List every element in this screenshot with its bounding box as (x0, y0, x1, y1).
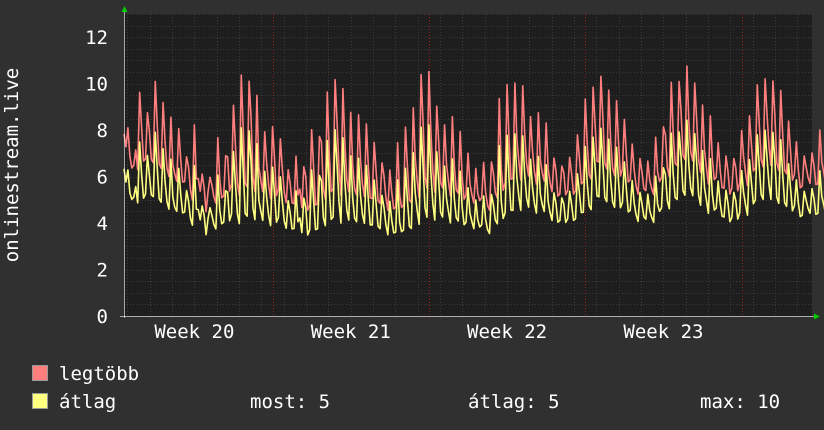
stat-now: most: 5 (250, 391, 330, 413)
legend-swatch-legtobb (32, 365, 48, 381)
axes: 0 2 4 6 8 10 12 Week 20 Week 21 Week 22 Week 23 (85, 6, 820, 343)
stat-now-label: most: (250, 391, 308, 413)
series-line-1 (123, 119, 824, 236)
y-axis-arrow-icon (121, 6, 128, 12)
stat-max: max: 10 (700, 391, 780, 413)
y-tick-label: 10 (85, 74, 108, 96)
x-tick-label: Week 22 (467, 321, 547, 343)
stat-now-value: 5 (318, 391, 331, 413)
legend-label-legtobb: legtöbb (59, 363, 140, 385)
stat-average-value: 5 (548, 391, 560, 413)
stat-max-value: 10 (757, 391, 781, 413)
y-tick-label: 12 (85, 27, 108, 49)
y-axis-label: onlinestream.live (1, 68, 23, 262)
x-tick-label: Week 23 (623, 321, 703, 343)
x-axis-arrow-icon (814, 313, 820, 320)
y-tick-label: 2 (97, 260, 108, 282)
y-tick-label: 6 (97, 167, 108, 189)
x-tick-label: Week 20 (154, 321, 234, 343)
legend-item-legtobb: legtöbb (32, 363, 139, 385)
y-tick-label: 0 (97, 306, 108, 328)
series-group (123, 65, 824, 236)
y-tick-label: 4 (97, 213, 108, 235)
y-tick-label: 8 (97, 120, 108, 142)
series-line-0 (123, 65, 824, 213)
legend-item-atlag: átlag (32, 391, 116, 413)
legend-label-atlag: átlag (59, 391, 117, 413)
stat-max-label: max: (700, 391, 746, 413)
stat-average: átlag: 5 (468, 391, 560, 413)
stat-average-label: átlag: (468, 391, 537, 413)
legend-swatch-atlag (32, 393, 48, 409)
x-tick-label: Week 21 (311, 321, 391, 343)
